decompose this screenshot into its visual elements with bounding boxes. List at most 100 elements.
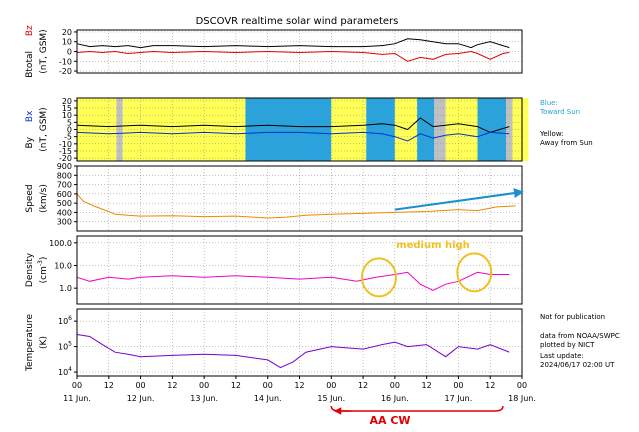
update-time: 2024/06/17 02:00 UT xyxy=(540,361,615,369)
date-label: 18 Jun. xyxy=(508,394,536,403)
sector-band-gap xyxy=(434,98,446,161)
series-line-bz xyxy=(76,50,510,62)
y-axis-units: (nT, GSM) xyxy=(39,107,49,151)
y-tick-base: 10 xyxy=(58,317,68,326)
legend-blue-desc: Toward Sun xyxy=(539,108,580,116)
y-axis-units: (K) xyxy=(39,336,49,349)
y-tick-label: 10 xyxy=(62,38,72,47)
sector-band-away xyxy=(512,98,529,161)
highlight-ellipse xyxy=(456,252,493,293)
y-tick-label: 100.0 xyxy=(49,239,72,248)
x-tick-label: 12 xyxy=(294,381,304,390)
y-axis-label-main: By Bx xyxy=(25,110,35,149)
x-tick-label: 12 xyxy=(167,381,177,390)
series-line-bx xyxy=(76,131,510,142)
x-tick-label: 00 xyxy=(517,381,527,390)
y-tick-label: -20 xyxy=(59,154,72,163)
x-tick-label: 00 xyxy=(390,381,400,390)
y-tick-label: 700 xyxy=(57,181,72,190)
y-tick-label: -10 xyxy=(59,57,72,66)
y-axis-label-main: Density xyxy=(25,252,35,287)
y-tick-label: 0 xyxy=(67,48,72,57)
legend-blue-label: Blue: xyxy=(540,99,558,107)
units-exponent: -3 xyxy=(37,260,44,266)
y-tick-label: 0 xyxy=(67,126,72,135)
date-label: 12 Jun. xyxy=(127,394,155,403)
y-tick-label: 104 xyxy=(58,366,72,377)
bottom-annotation-label: AA CW xyxy=(369,414,410,427)
y-tick-base: 10 xyxy=(58,343,68,352)
units-close: ) xyxy=(39,257,49,261)
y-axis-label-primary: By xyxy=(25,134,35,148)
y-tick-label: 105 xyxy=(58,341,72,352)
x-tick-label: 00 xyxy=(453,381,463,390)
y-tick-label: 400 xyxy=(57,208,72,217)
y-tick-label: 20 xyxy=(62,97,72,106)
y-tick-label: 106 xyxy=(58,315,72,326)
series-line-btotal xyxy=(76,38,510,49)
not-for-publication: Not for publication xyxy=(540,313,605,321)
series-line-speed xyxy=(76,193,516,219)
y-tick-label: 500 xyxy=(57,199,72,208)
units-base: (cm xyxy=(39,266,49,283)
y-axis-label-secondary: Bx xyxy=(25,110,35,122)
y-tick-label: 300 xyxy=(57,218,72,227)
bottom-bracket xyxy=(330,405,504,412)
panel-frame xyxy=(76,165,523,232)
x-tick-label: 12 xyxy=(422,381,432,390)
y-tick-label: 5 xyxy=(67,118,72,127)
x-tick-label: 00 xyxy=(135,381,145,390)
y-tick-exponent: 4 xyxy=(68,366,72,373)
y-axis-label-main: Btotal Bz xyxy=(25,25,35,78)
y-axis-label-main: Speed xyxy=(25,184,35,212)
y-axis-units: (nT, GSM) xyxy=(39,29,49,73)
y-tick-label: 1.0 xyxy=(59,284,72,293)
side-notes: Blue: Toward Sun Yellow: Away from Sun N… xyxy=(539,99,620,369)
x-tick-label: 00 xyxy=(326,381,336,390)
y-tick-exponent: 5 xyxy=(68,341,72,348)
sector-band-away xyxy=(394,98,418,161)
y-tick-label: 900 xyxy=(57,162,72,171)
x-tick-label: 12 xyxy=(231,381,241,390)
date-label: 13 Jun. xyxy=(190,394,218,403)
y-tick-label: -20 xyxy=(59,67,72,76)
sector-band-toward xyxy=(245,98,332,161)
panel-frame xyxy=(76,235,523,305)
legend-yellow-desc: Away from Sun xyxy=(540,139,593,147)
legend-yellow-label: Yellow: xyxy=(539,130,564,138)
trend-arrow xyxy=(394,188,524,211)
series-line-by xyxy=(76,117,510,133)
sector-band-away xyxy=(331,98,367,161)
y-tick-base: 10 xyxy=(58,368,68,377)
y-tick-label: 15 xyxy=(62,104,72,113)
y-axis-label-main: Temperature xyxy=(25,314,35,372)
y-tick-label: 800 xyxy=(57,171,72,180)
x-tick-label: 12 xyxy=(358,381,368,390)
x-tick-label: 12 xyxy=(485,381,495,390)
y-tick-label: 10 xyxy=(62,111,72,120)
series-line-density xyxy=(76,271,510,291)
date-label: 16 Jun. xyxy=(381,394,409,403)
annotation-label: medium high xyxy=(396,240,470,251)
bottom-annotation: AA CW xyxy=(330,405,504,427)
y-axis-label-primary: Btotal xyxy=(25,48,35,78)
update-label: Last update: xyxy=(540,352,584,360)
date-label: 11 Jun. xyxy=(63,394,91,403)
series-line-temperature xyxy=(76,334,510,369)
date-label: 15 Jun. xyxy=(317,394,345,403)
y-tick-label: -15 xyxy=(59,147,72,156)
y-axis-label-secondary: Bz xyxy=(25,25,35,36)
source-line-1: data from NOAA/SWPC xyxy=(540,332,620,340)
y-tick-label: 20 xyxy=(62,28,72,37)
date-label: 14 Jun. xyxy=(254,394,282,403)
x-tick-label: 12 xyxy=(104,381,114,390)
y-axis-units: (cm-3) xyxy=(37,257,49,284)
y-axis-units: (km/s) xyxy=(39,184,49,213)
